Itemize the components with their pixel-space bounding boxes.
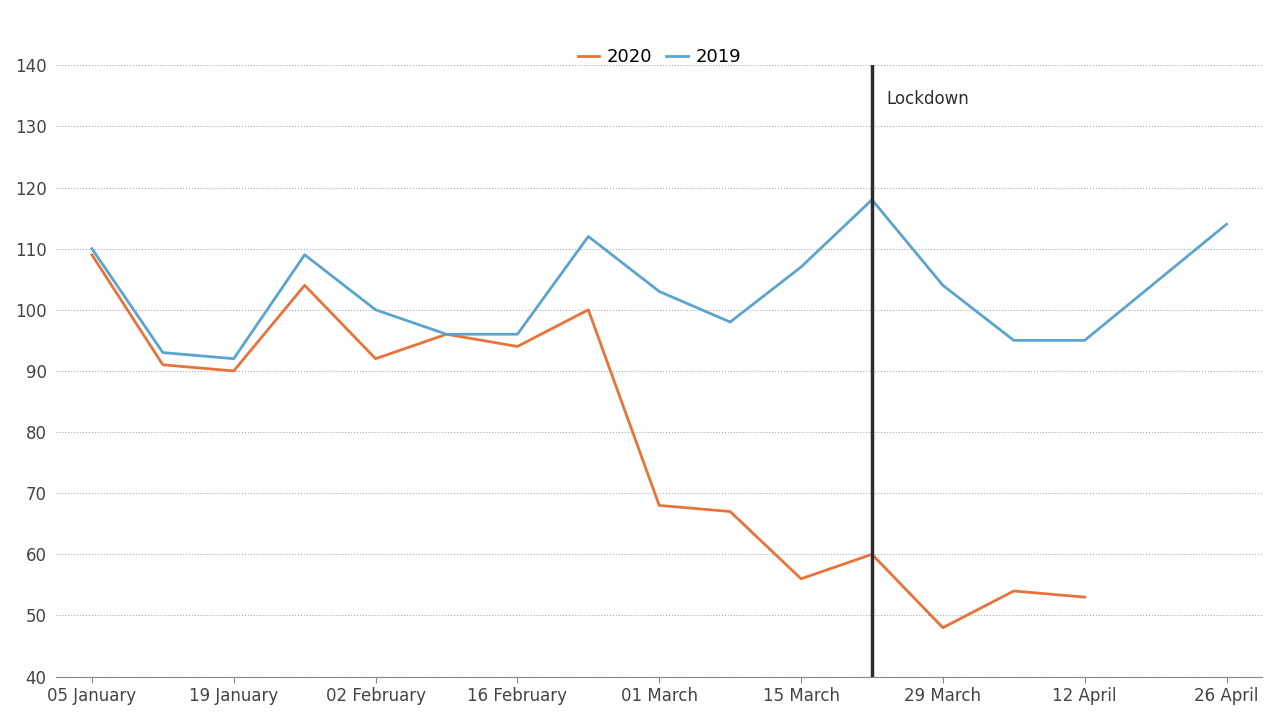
Legend: 2020, 2019: 2020, 2019 <box>571 40 748 73</box>
Text: Lockdown: Lockdown <box>886 90 969 108</box>
